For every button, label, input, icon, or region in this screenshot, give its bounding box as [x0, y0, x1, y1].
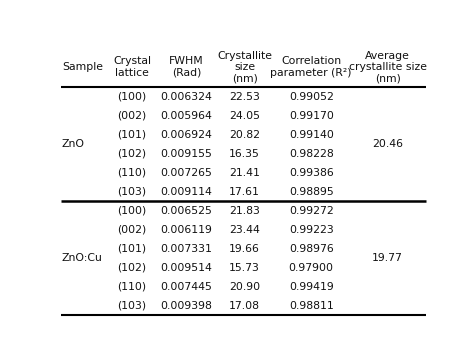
Text: 17.61: 17.61 [229, 187, 260, 197]
Text: (102): (102) [118, 149, 146, 159]
Text: (110): (110) [118, 168, 146, 178]
Text: 0.99223: 0.99223 [289, 225, 334, 235]
Text: 0.99419: 0.99419 [289, 282, 334, 292]
Text: Crystal
lattice: Crystal lattice [113, 56, 151, 78]
Text: 0.007331: 0.007331 [161, 244, 213, 254]
Text: 0.98811: 0.98811 [289, 301, 334, 311]
Text: 20.46: 20.46 [372, 140, 403, 150]
Text: 17.08: 17.08 [229, 301, 260, 311]
Text: 0.007265: 0.007265 [161, 168, 213, 178]
Text: ZnO: ZnO [62, 140, 85, 150]
Text: 0.009114: 0.009114 [161, 187, 213, 197]
Text: (101): (101) [118, 130, 146, 140]
Text: 0.97900: 0.97900 [289, 263, 334, 273]
Text: 21.41: 21.41 [229, 168, 260, 178]
Text: (100): (100) [118, 92, 146, 102]
Text: 0.99386: 0.99386 [289, 168, 334, 178]
Text: (101): (101) [118, 244, 146, 254]
Text: Crystallite
size
(nm): Crystallite size (nm) [217, 51, 272, 84]
Text: 16.35: 16.35 [229, 149, 260, 159]
Text: 20.82: 20.82 [229, 130, 260, 140]
Text: 0.98895: 0.98895 [289, 187, 334, 197]
Text: 20.90: 20.90 [229, 282, 260, 292]
Text: 0.99170: 0.99170 [289, 111, 334, 121]
Text: 23.44: 23.44 [229, 225, 260, 235]
Text: 0.006924: 0.006924 [161, 130, 213, 140]
Text: Sample: Sample [62, 62, 103, 72]
Text: 0.98976: 0.98976 [289, 244, 334, 254]
Text: Correlation
parameter (R²): Correlation parameter (R²) [271, 56, 352, 78]
Text: FWHM
(Rad): FWHM (Rad) [169, 56, 204, 78]
Text: (100): (100) [118, 206, 146, 216]
Text: (002): (002) [118, 111, 146, 121]
Text: 19.77: 19.77 [372, 253, 403, 263]
Text: 0.98228: 0.98228 [289, 149, 334, 159]
Text: ZnO:Cu: ZnO:Cu [62, 253, 103, 263]
Text: 0.99052: 0.99052 [289, 92, 334, 102]
Text: 21.83: 21.83 [229, 206, 260, 216]
Text: (110): (110) [118, 282, 146, 292]
Text: (102): (102) [118, 263, 146, 273]
Text: (103): (103) [118, 187, 146, 197]
Text: 0.99272: 0.99272 [289, 206, 334, 216]
Text: (103): (103) [118, 301, 146, 311]
Text: 22.53: 22.53 [229, 92, 260, 102]
Text: 15.73: 15.73 [229, 263, 260, 273]
Text: 0.009398: 0.009398 [161, 301, 213, 311]
Text: 0.006525: 0.006525 [161, 206, 213, 216]
Text: 0.009514: 0.009514 [161, 263, 213, 273]
Text: 0.006119: 0.006119 [161, 225, 213, 235]
Text: (002): (002) [118, 225, 146, 235]
Text: 0.99140: 0.99140 [289, 130, 334, 140]
Text: 0.005964: 0.005964 [161, 111, 213, 121]
Text: 24.05: 24.05 [229, 111, 260, 121]
Text: 0.006324: 0.006324 [161, 92, 213, 102]
Text: 0.007445: 0.007445 [161, 282, 213, 292]
Text: Average
crystallite size
(nm): Average crystallite size (nm) [349, 51, 427, 84]
Text: 19.66: 19.66 [229, 244, 260, 254]
Text: 0.009155: 0.009155 [161, 149, 213, 159]
